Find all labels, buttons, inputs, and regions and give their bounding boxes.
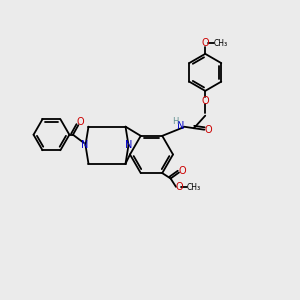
Text: O: O bbox=[204, 125, 212, 135]
Text: CH₃: CH₃ bbox=[214, 39, 228, 48]
Text: N: N bbox=[177, 121, 184, 131]
Text: CH₃: CH₃ bbox=[187, 183, 201, 192]
Text: O: O bbox=[179, 166, 186, 176]
Text: O: O bbox=[201, 38, 209, 48]
Text: O: O bbox=[175, 182, 183, 192]
Text: N: N bbox=[81, 140, 88, 150]
Text: H: H bbox=[172, 117, 178, 126]
Text: O: O bbox=[201, 96, 209, 106]
Text: N: N bbox=[125, 140, 133, 150]
Text: O: O bbox=[76, 117, 84, 127]
